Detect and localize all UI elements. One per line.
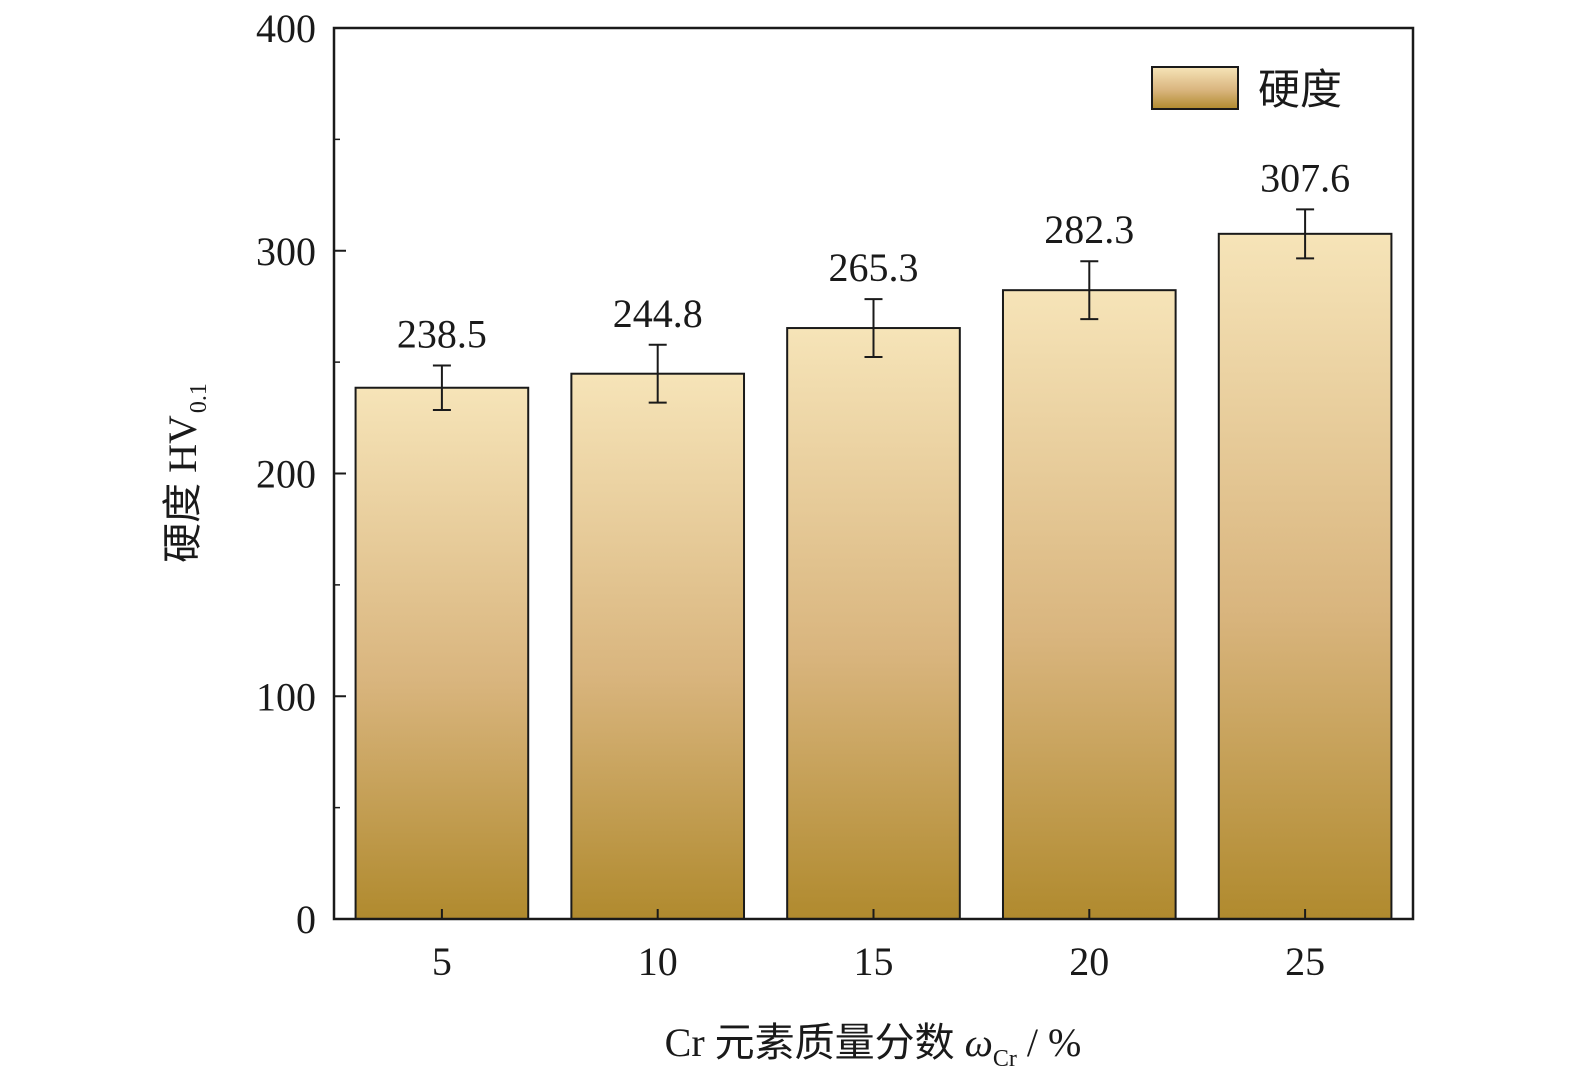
error-bars-group [432, 208, 1315, 412]
legend-label: 硬度 [1258, 68, 1342, 114]
bar-25 [1217, 232, 1393, 921]
y-tick-label-100: 100 [256, 674, 316, 719]
x-tick-label-25: 25 [1285, 939, 1325, 984]
y-tick-label-400: 400 [256, 6, 316, 51]
data-label-10: 244.8 [613, 291, 703, 336]
y-tick-label-200: 200 [256, 452, 316, 497]
x-tick-label-5: 5 [432, 939, 452, 984]
bar-15 [786, 327, 961, 920]
x-axis-title-symbol: ω [965, 1020, 993, 1065]
y-tick-label-0: 0 [296, 897, 316, 942]
y-axis-ticks: 0 100 200 300 400 [256, 6, 346, 942]
x-axis-title-subscript: Cr [993, 1046, 1017, 1072]
value-labels-group: 238.5 244.8 265.3 282.3 307.6 [397, 155, 1350, 356]
data-label-15: 265.3 [829, 245, 919, 290]
y-tick-label-300: 300 [256, 229, 316, 274]
bar-20 [1001, 289, 1177, 920]
bar-10 [570, 372, 746, 920]
x-axis-title-prefix: Cr 元素质量分数 [665, 1020, 965, 1065]
y-axis-title-subscript: 0.1 [186, 383, 212, 413]
bar-5 [354, 386, 530, 920]
x-axis-title: Cr 元素质量分数 ωCr / % [665, 1020, 1082, 1072]
legend: 硬度 [1151, 66, 1342, 114]
data-label-5: 238.5 [397, 311, 487, 356]
data-label-20: 282.3 [1044, 207, 1134, 252]
y-axis-title: 硬度 HV0.1 [160, 383, 212, 563]
data-label-25: 307.6 [1260, 155, 1350, 200]
x-tick-label-20: 20 [1069, 939, 1109, 984]
x-axis-ticks: 5 10 15 20 25 [432, 909, 1325, 984]
x-tick-label-15: 15 [854, 939, 894, 984]
legend-swatch [1151, 66, 1239, 110]
x-axis-title-suffix: / % [1017, 1020, 1081, 1065]
x-tick-label-10: 10 [638, 939, 678, 984]
y-axis-title-main: 硬度 HV [160, 415, 205, 563]
